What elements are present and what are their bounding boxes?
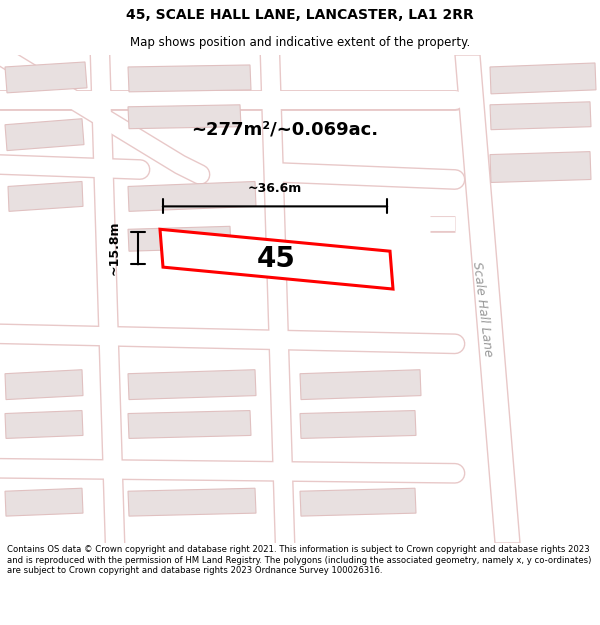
Polygon shape bbox=[300, 411, 416, 438]
Polygon shape bbox=[5, 62, 87, 93]
Polygon shape bbox=[455, 55, 520, 543]
Polygon shape bbox=[490, 102, 591, 130]
Text: Contains OS data © Crown copyright and database right 2021. This information is : Contains OS data © Crown copyright and d… bbox=[7, 546, 592, 575]
Text: ~15.8m: ~15.8m bbox=[107, 221, 121, 276]
Polygon shape bbox=[5, 370, 83, 399]
Polygon shape bbox=[128, 488, 256, 516]
Polygon shape bbox=[128, 411, 251, 438]
Text: 45, SCALE HALL LANE, LANCASTER, LA1 2RR: 45, SCALE HALL LANE, LANCASTER, LA1 2RR bbox=[126, 8, 474, 22]
Polygon shape bbox=[128, 65, 251, 92]
Text: 45: 45 bbox=[257, 245, 296, 273]
Polygon shape bbox=[8, 181, 83, 211]
Polygon shape bbox=[490, 63, 596, 94]
Polygon shape bbox=[490, 152, 591, 182]
Polygon shape bbox=[5, 488, 83, 516]
Polygon shape bbox=[128, 370, 256, 399]
Polygon shape bbox=[128, 226, 231, 251]
Polygon shape bbox=[128, 181, 256, 211]
Polygon shape bbox=[300, 370, 421, 399]
Polygon shape bbox=[5, 411, 83, 438]
Text: Scale Hall Lane: Scale Hall Lane bbox=[470, 261, 494, 358]
Polygon shape bbox=[160, 229, 393, 289]
Polygon shape bbox=[300, 488, 416, 516]
Polygon shape bbox=[5, 119, 84, 151]
Text: ~277m²/~0.069ac.: ~277m²/~0.069ac. bbox=[191, 121, 379, 139]
Text: Map shows position and indicative extent of the property.: Map shows position and indicative extent… bbox=[130, 36, 470, 49]
Text: ~36.6m: ~36.6m bbox=[248, 182, 302, 195]
Polygon shape bbox=[128, 105, 241, 129]
